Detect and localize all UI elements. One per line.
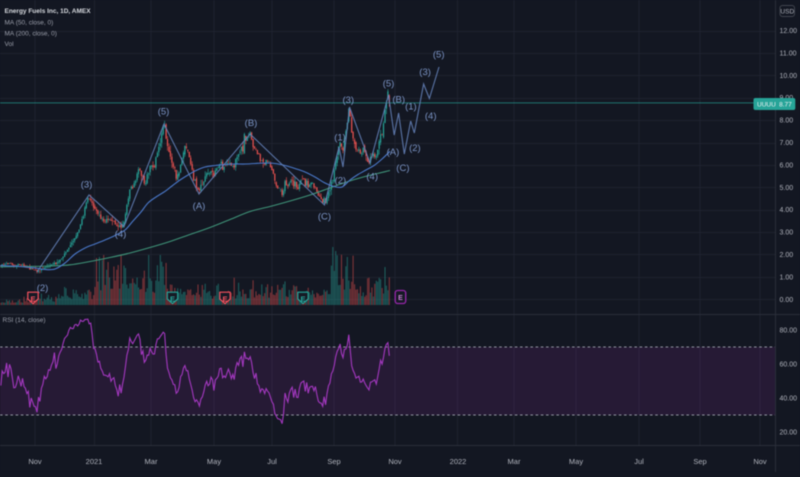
svg-text:0.00: 0.00 — [780, 297, 794, 304]
svg-text:2.00: 2.00 — [780, 252, 794, 259]
svg-text:(2): (2) — [37, 283, 49, 294]
svg-text:(4): (4) — [115, 229, 127, 240]
svg-text:(A): (A) — [193, 201, 206, 212]
svg-text:E: E — [30, 294, 35, 303]
svg-text:(4): (4) — [425, 111, 437, 122]
svg-text:(5): (5) — [433, 50, 445, 61]
svg-text:(5): (5) — [158, 107, 170, 118]
svg-text:Energy Fuels Inc, 1D, AMEX: Energy Fuels Inc, 1D, AMEX — [5, 8, 92, 15]
svg-text:7.00: 7.00 — [780, 140, 794, 147]
svg-text:Vol: Vol — [5, 41, 15, 48]
svg-text:Sep: Sep — [693, 457, 706, 466]
svg-text:(1): (1) — [334, 133, 346, 144]
svg-text:40.00: 40.00 — [780, 396, 798, 403]
svg-text:2022: 2022 — [450, 457, 467, 466]
svg-text:80.00: 80.00 — [780, 328, 798, 335]
svg-text:May: May — [207, 457, 221, 466]
svg-text:(B): (B) — [392, 94, 405, 105]
svg-text:(3): (3) — [81, 180, 93, 191]
svg-text:(3): (3) — [419, 67, 431, 78]
svg-text:6.00: 6.00 — [780, 162, 794, 169]
svg-text:E: E — [300, 294, 305, 303]
svg-text:RSI (14, close): RSI (14, close) — [3, 317, 46, 324]
svg-text:(2): (2) — [335, 176, 347, 187]
svg-text:USD: USD — [780, 9, 794, 16]
svg-text:May: May — [569, 457, 583, 466]
svg-text:Jul: Jul — [267, 457, 277, 466]
svg-text:8.77: 8.77 — [779, 102, 792, 109]
svg-text:(1): (1) — [405, 102, 417, 113]
svg-text:E: E — [170, 294, 175, 303]
svg-text:1.00: 1.00 — [780, 274, 794, 281]
svg-text:4.00: 4.00 — [780, 207, 794, 214]
svg-text:E: E — [222, 294, 227, 303]
svg-text:20.00: 20.00 — [780, 430, 798, 437]
svg-text:(A): (A) — [387, 147, 400, 158]
svg-text:(3): (3) — [342, 95, 354, 106]
svg-text:Mar: Mar — [145, 457, 158, 466]
svg-text:11.00: 11.00 — [780, 50, 797, 57]
svg-text:Nov: Nov — [28, 457, 42, 466]
svg-text:(4): (4) — [366, 171, 378, 182]
svg-text:Jul: Jul — [634, 457, 644, 466]
svg-text:(C): (C) — [396, 163, 409, 174]
svg-text:60.00: 60.00 — [780, 362, 798, 369]
svg-text:8.00: 8.00 — [780, 118, 794, 125]
svg-text:(B): (B) — [245, 118, 258, 129]
svg-text:5.00: 5.00 — [780, 185, 794, 192]
svg-text:MA (200, close, 0): MA (200, close, 0) — [5, 31, 57, 38]
svg-text:(C): (C) — [318, 212, 331, 223]
svg-text:2021: 2021 — [86, 457, 103, 466]
svg-text:12.00: 12.00 — [780, 28, 798, 35]
svg-text:(5): (5) — [383, 78, 395, 89]
svg-text:3.00: 3.00 — [780, 230, 794, 237]
svg-text:Nov: Nov — [388, 457, 402, 466]
svg-text:10.00: 10.00 — [780, 73, 798, 80]
svg-text:Sep: Sep — [327, 457, 340, 466]
svg-text:Mar: Mar — [508, 457, 521, 466]
svg-text:MA (50, close, 0): MA (50, close, 0) — [5, 20, 54, 27]
svg-text:UUUU: UUUU — [757, 102, 776, 109]
svg-text:Nov: Nov — [753, 457, 767, 466]
svg-text:E: E — [398, 295, 403, 302]
svg-text:(2): (2) — [409, 143, 421, 154]
